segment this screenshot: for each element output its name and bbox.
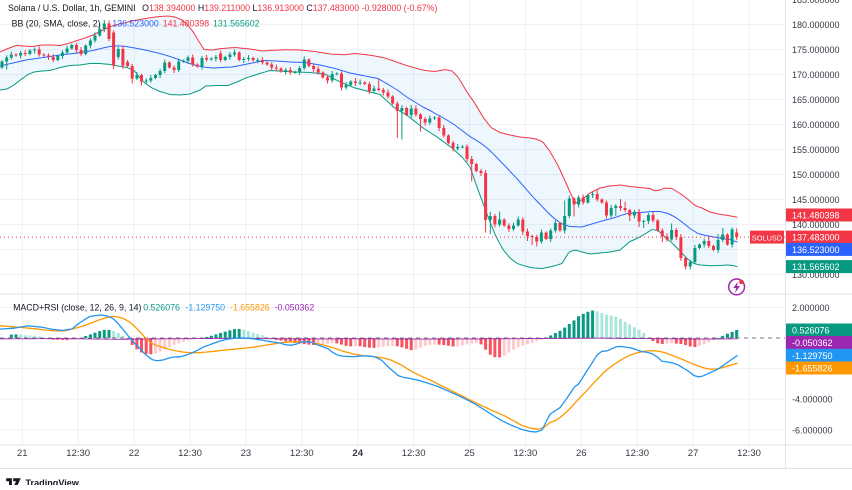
svg-text:141.480398: 141.480398	[792, 211, 840, 221]
svg-text:-1.655826: -1.655826	[792, 364, 833, 374]
svg-text:-6.000000: -6.000000	[792, 425, 833, 435]
svg-text:12:30: 12:30	[402, 448, 426, 459]
svg-text:27: 27	[688, 448, 699, 459]
svg-text:26: 26	[576, 448, 587, 459]
svg-text:12:30: 12:30	[290, 448, 314, 459]
svg-text:160.000000: 160.000000	[792, 120, 840, 130]
svg-text:140.000000: 140.000000	[792, 220, 840, 230]
svg-text:150.000000: 150.000000	[792, 170, 840, 180]
svg-text:-1.129750: -1.129750	[792, 351, 833, 361]
svg-text:0.526076: 0.526076	[792, 326, 830, 336]
svg-text:136.523000: 136.523000	[792, 245, 840, 255]
svg-text:170.000000: 170.000000	[792, 70, 840, 80]
svg-text:131.565602: 131.565602	[792, 262, 840, 272]
svg-text:-0.050362: -0.050362	[792, 338, 833, 348]
svg-text:TradingView: TradingView	[26, 478, 80, 485]
svg-text:-4.000000: -4.000000	[792, 395, 833, 405]
svg-text:137.483000: 137.483000	[792, 233, 840, 243]
svg-text:12:30: 12:30	[178, 448, 202, 459]
svg-text:12:30: 12:30	[66, 448, 90, 459]
svg-text:155.000000: 155.000000	[792, 145, 840, 155]
svg-text:130.000000: 130.000000	[792, 270, 840, 280]
svg-text:165.000000: 165.000000	[792, 95, 840, 105]
svg-text:12:30: 12:30	[514, 448, 538, 459]
svg-text:BB (20, SMA, close, 2)136.5230: BB (20, SMA, close, 2) 136.523000 141.4803…	[12, 19, 260, 29]
svg-text:12:30: 12:30	[737, 448, 761, 459]
svg-text:23: 23	[241, 448, 252, 459]
svg-text:Solana / U.S. Dollar, 1h, GEMI: Solana / U.S. Dollar, 1h, GEMINI O138.394…	[8, 3, 437, 13]
svg-text:22: 22	[129, 448, 140, 459]
svg-text:185.000000: 185.000000	[792, 0, 840, 5]
svg-text:25: 25	[464, 448, 475, 459]
svg-text:145.000000: 145.000000	[792, 195, 840, 205]
svg-text:175.000000: 175.000000	[792, 45, 840, 55]
svg-text:24: 24	[352, 448, 363, 459]
svg-text:MACD+RSI (close, 12, 26, 9, 14: MACD+RSI (close, 12, 26, 9, 14) 0.526076-…	[13, 303, 314, 313]
svg-text:21: 21	[17, 448, 28, 459]
svg-text:SOLUSD: SOLUSD	[752, 234, 782, 243]
svg-text:12:30: 12:30	[625, 448, 649, 459]
svg-text:180.000000: 180.000000	[792, 20, 840, 30]
svg-text:2.000000: 2.000000	[792, 303, 830, 313]
